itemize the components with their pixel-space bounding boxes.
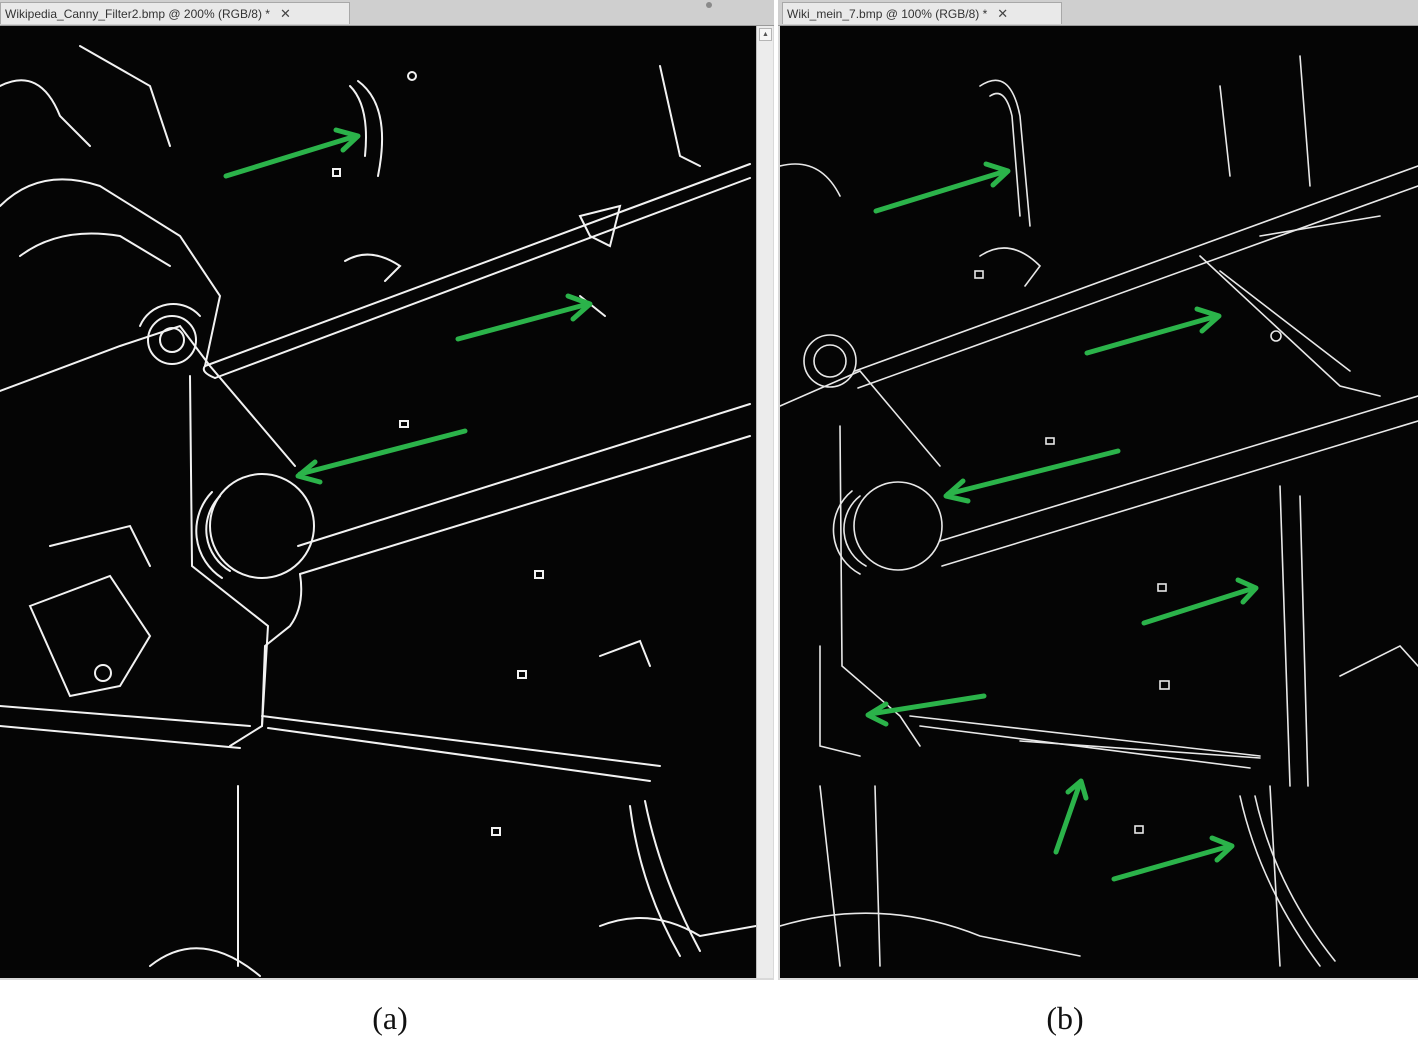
document-window-a: Wikipedia_Canny_Filter2.bmp @ 200% (RGB/… (0, 0, 774, 980)
document-tab-b[interactable]: Wiki_mein_7.bmp @ 100% (RGB/8) * ✕ (782, 2, 1062, 24)
annotation-arrows-a (223, 127, 593, 485)
canny-edge-image-a (0, 45, 756, 977)
edge-image-b (780, 55, 1418, 967)
document-window-b: Wiki_mein_7.bmp @ 100% (RGB/8) * ✕ (778, 0, 1418, 980)
edge-image-canvas-a (0, 26, 756, 978)
annotation-arrows-b (865, 161, 1259, 882)
panel-grip-icon[interactable] (706, 2, 712, 8)
document-tab-a[interactable]: Wikipedia_Canny_Filter2.bmp @ 200% (RGB/… (0, 2, 350, 24)
arrow-icon (297, 428, 468, 477)
edge-image-canvas-b (780, 26, 1418, 978)
close-icon[interactable]: ✕ (997, 5, 1009, 21)
close-icon[interactable]: ✕ (279, 5, 291, 21)
document-tab-title: Wikipedia_Canny_Filter2.bmp @ 200% (RGB/… (5, 6, 270, 21)
arrow-icon (223, 133, 359, 179)
figure-caption-b: (b) (1046, 1000, 1084, 1036)
scroll-up-icon[interactable]: ▲ (759, 28, 772, 41)
document-tab-title: Wiki_mein_7.bmp @ 100% (RGB/8) * (787, 6, 988, 21)
vertical-scrollbar[interactable]: ▲ (756, 26, 773, 978)
figure-caption-a: (a) (372, 1000, 408, 1036)
arrow-icon (455, 301, 591, 342)
